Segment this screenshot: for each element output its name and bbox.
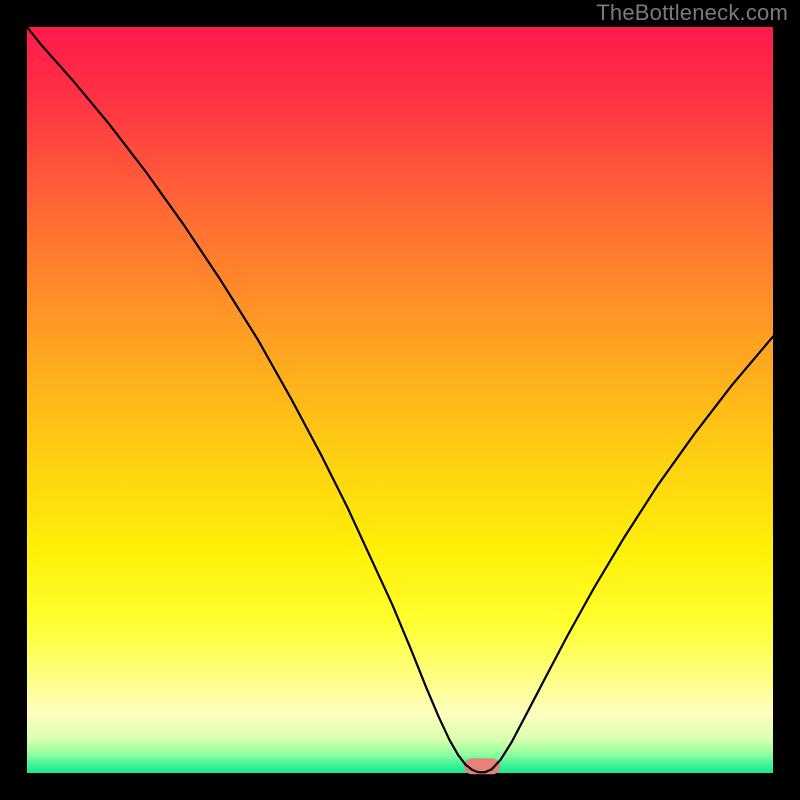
- chart-container: TheBottleneck.com: [0, 0, 800, 800]
- bottleneck-chart: [0, 0, 800, 800]
- watermark-text: TheBottleneck.com: [596, 0, 788, 26]
- plot-background: [27, 27, 773, 773]
